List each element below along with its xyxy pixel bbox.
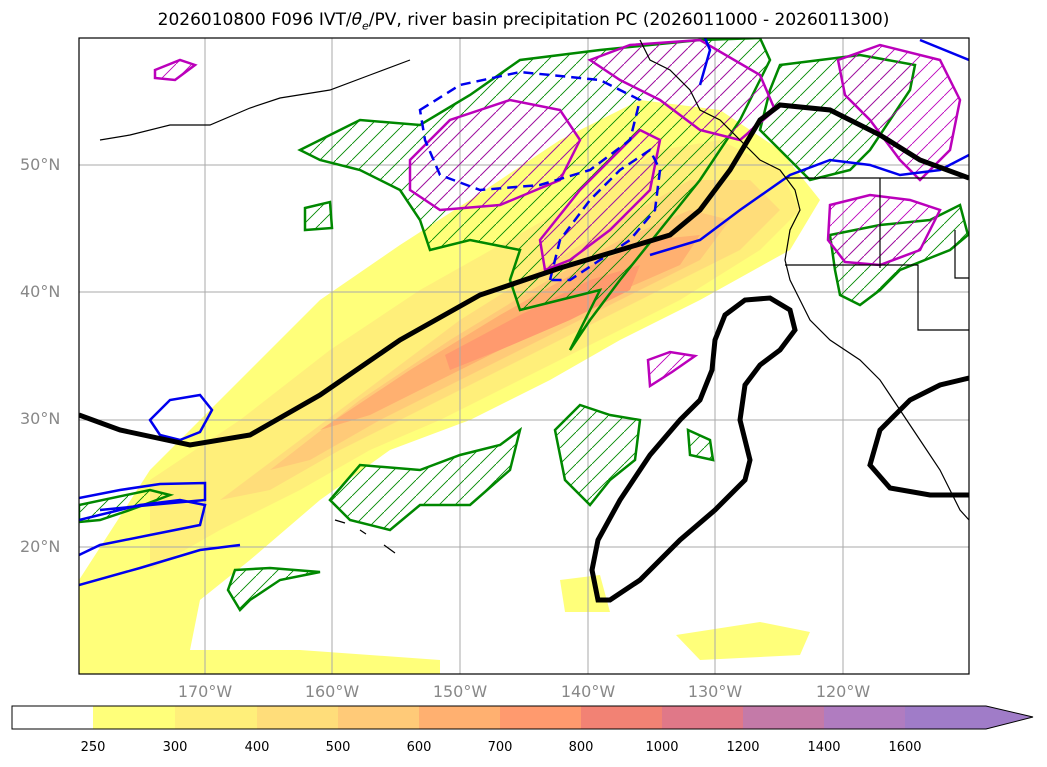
colorbar-tick: 1600 [888, 740, 922, 755]
lon-label-170w: 170°W [177, 682, 233, 701]
precip-hatch [79, 38, 969, 613]
colorbar-tick: 1400 [807, 740, 841, 755]
pv-contours [153, 38, 962, 389]
chart-title: 2026010800 F096 IVT/θe/PV, river basin p… [157, 10, 890, 33]
lon-label-150w: 150°W [432, 682, 488, 701]
lat-label-20n: 20°N [20, 537, 61, 556]
colorbar-tick: 1200 [726, 740, 760, 755]
colorbar-tick: 300 [162, 740, 188, 755]
colorbar [11, 705, 1034, 730]
lat-label-50n: 50°N [20, 155, 61, 174]
colorbar-tick: 600 [406, 740, 432, 755]
colorbar-tick: 1000 [645, 740, 679, 755]
colorbar-tick: 250 [80, 740, 106, 755]
colorbar-tick: 400 [244, 740, 270, 755]
lon-label-130w: 130°W [687, 682, 743, 701]
lat-label-40n: 40°N [20, 282, 61, 301]
colorbar-tick: 700 [487, 740, 513, 755]
lon-label-140w: 140°W [560, 682, 616, 701]
colorbar-tick: 500 [325, 740, 351, 755]
theta-e-thick [79, 102, 969, 603]
lat-label-30n: 30°N [20, 409, 61, 428]
lon-label-120w: 120°W [815, 682, 871, 701]
theta-e-contours [79, 38, 969, 587]
lon-label-160w: 160°W [304, 682, 360, 701]
coastlines [99, 39, 969, 554]
colorbar-tick: 800 [568, 740, 594, 755]
map-frame [78, 37, 970, 675]
